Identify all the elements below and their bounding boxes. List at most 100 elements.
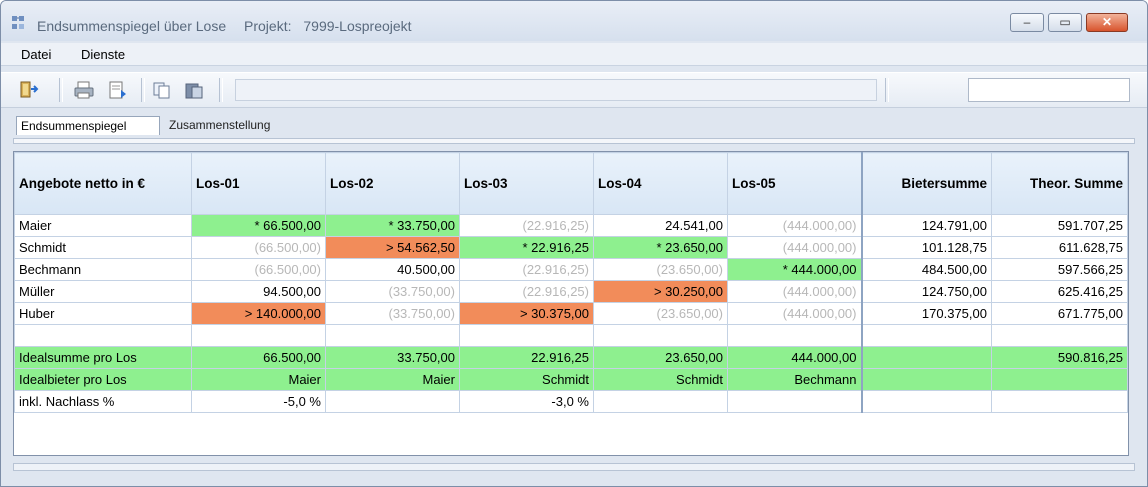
los-cell[interactable]: (444.000,00): [727, 302, 862, 325]
los-cell[interactable]: > 54.562,50: [325, 236, 460, 259]
discount-cell[interactable]: [727, 390, 862, 413]
los-cell[interactable]: (23.650,00): [593, 302, 728, 325]
table-row[interactable]: Bechmann (66.500,00) 40.500,00 (22.916,2…: [14, 258, 1128, 281]
status-bar: [13, 463, 1135, 471]
toolbar-separator: [885, 78, 889, 102]
theor-summe-cell[interactable]: 611.628,75: [991, 236, 1128, 259]
theor-summe-cell[interactable]: 625.416,25: [991, 280, 1128, 303]
empty-cell: [14, 324, 192, 347]
ideal-sum-theor[interactable]: 590.816,25: [991, 346, 1128, 369]
col-header-los-01[interactable]: Los-01: [191, 152, 326, 215]
los-cell[interactable]: (23.650,00): [593, 258, 728, 281]
bietersumme-cell[interactable]: 170.375,00: [860, 302, 992, 325]
col-header-bietersumme[interactable]: Bietersumme: [860, 152, 992, 215]
discount-label[interactable]: inkl. Nachlass %: [14, 390, 192, 413]
col-header-los-02[interactable]: Los-02: [325, 152, 460, 215]
theor-summe-cell[interactable]: 597.566,25: [991, 258, 1128, 281]
close-button[interactable]: ✕: [1086, 13, 1128, 32]
table-row[interactable]: Müller 94.500,00 (33.750,00) (22.916,25)…: [14, 280, 1128, 303]
bidder-name[interactable]: Huber: [14, 302, 192, 325]
los-cell[interactable]: > 140.000,00: [191, 302, 326, 325]
ideal-bidder-row[interactable]: Idealbieter pro Los Maier Maier Schmidt …: [14, 368, 1128, 391]
table-row[interactable]: Schmidt (66.500,00) > 54.562,50 * 22.916…: [14, 236, 1128, 259]
menu-dienste[interactable]: Dienste: [81, 47, 126, 62]
ideal-sum-cell[interactable]: 33.750,00: [325, 346, 460, 369]
theor-summe-cell[interactable]: 671.775,00: [991, 302, 1128, 325]
los-cell[interactable]: * 22.916,25: [459, 236, 594, 259]
tab-strip: Endsummenspiegel Zusammenstellung: [1, 109, 1147, 141]
bidder-name[interactable]: Schmidt: [14, 236, 192, 259]
los-cell[interactable]: * 444.000,00: [727, 258, 862, 281]
col-header-los-03[interactable]: Los-03: [459, 152, 594, 215]
los-cell[interactable]: * 33.750,00: [325, 214, 460, 237]
bietersumme-cell[interactable]: 101.128,75: [860, 236, 992, 259]
bietersumme-cell[interactable]: 124.750,00: [860, 280, 992, 303]
ideal-sum-row[interactable]: Idealsumme pro Los 66.500,00 33.750,00 2…: [14, 346, 1128, 369]
ideal-sum-cell[interactable]: 66.500,00: [191, 346, 326, 369]
copy-icon[interactable]: [151, 80, 173, 100]
los-cell[interactable]: (66.500,00): [191, 236, 326, 259]
ideal-sum-bietersumme[interactable]: [860, 346, 992, 369]
ideal-bidder-cell[interactable]: Bechmann: [727, 368, 862, 391]
los-cell[interactable]: 94.500,00: [191, 280, 326, 303]
menu-datei[interactable]: Datei: [21, 47, 52, 62]
los-cell[interactable]: (444.000,00): [727, 236, 862, 259]
los-cell[interactable]: (22.916,25): [459, 214, 594, 237]
los-cell[interactable]: > 30.250,00: [593, 280, 728, 303]
los-cell[interactable]: (22.916,25): [459, 280, 594, 303]
empty-cell: [593, 324, 728, 347]
discount-row[interactable]: inkl. Nachlass % -5,0 % -3,0 %: [14, 390, 1128, 413]
los-cell[interactable]: (33.750,00): [325, 280, 460, 303]
col-header-los-05[interactable]: Los-05: [727, 152, 862, 215]
bietersumme-cell[interactable]: 484.500,00: [860, 258, 992, 281]
bidder-name[interactable]: Maier: [14, 214, 192, 237]
print-preview-icon[interactable]: [107, 80, 129, 100]
table-row[interactable]: Maier * 66.500,00 * 33.750,00 (22.916,25…: [14, 214, 1128, 237]
tab-endsummenspiegel[interactable]: Endsummenspiegel: [16, 116, 160, 135]
toolbar-separator: [59, 78, 63, 102]
discount-cell[interactable]: [325, 390, 460, 413]
ideal-bidder-cell[interactable]: Schmidt: [459, 368, 594, 391]
bidder-name[interactable]: Bechmann: [14, 258, 192, 281]
empty-cell: [727, 324, 862, 347]
theor-summe-cell[interactable]: 591.707,25: [991, 214, 1128, 237]
table-row[interactable]: Huber > 140.000,00 (33.750,00) > 30.375,…: [14, 302, 1128, 325]
col-header-los-04[interactable]: Los-04: [593, 152, 728, 215]
ideal-bidder-cell[interactable]: Schmidt: [593, 368, 728, 391]
exit-door-icon[interactable]: [17, 80, 39, 100]
discount-cell[interactable]: -5,0 %: [191, 390, 326, 413]
los-cell[interactable]: (66.500,00): [191, 258, 326, 281]
col-header-bidder[interactable]: Angebote netto in €: [14, 152, 192, 215]
los-cell[interactable]: (444.000,00): [727, 214, 862, 237]
col-header-theor-summe[interactable]: Theor. Summe: [991, 152, 1128, 215]
ideal-bidder-cell[interactable]: Maier: [325, 368, 460, 391]
ideal-sum-label[interactable]: Idealsumme pro Los: [14, 346, 192, 369]
los-cell[interactable]: (444.000,00): [727, 280, 862, 303]
bietersumme-cell[interactable]: 124.791,00: [860, 214, 992, 237]
toolbar-search-input[interactable]: [968, 78, 1130, 102]
los-cell[interactable]: (33.750,00): [325, 302, 460, 325]
tab-zusammenstellung[interactable]: Zusammenstellung: [169, 118, 271, 132]
toolbar: [1, 72, 1147, 108]
los-cell[interactable]: * 66.500,00: [191, 214, 326, 237]
ideal-sum-cell[interactable]: 444.000,00: [727, 346, 862, 369]
paste-icon[interactable]: [183, 80, 205, 100]
discount-cell[interactable]: -3,0 %: [459, 390, 594, 413]
los-cell[interactable]: 40.500,00: [325, 258, 460, 281]
printer-icon[interactable]: [73, 80, 95, 100]
los-cell[interactable]: > 30.375,00: [459, 302, 594, 325]
ideal-sum-cell[interactable]: 23.650,00: [593, 346, 728, 369]
ideal-bidder-cell[interactable]: Maier: [191, 368, 326, 391]
window-title: Endsummenspiegel über Lose Projekt: 7999…: [37, 18, 412, 34]
los-cell[interactable]: (22.916,25): [459, 258, 594, 281]
ideal-bidder-label[interactable]: Idealbieter pro Los: [14, 368, 192, 391]
discount-cell[interactable]: [593, 390, 728, 413]
los-cell[interactable]: 24.541,00: [593, 214, 728, 237]
maximize-button[interactable]: ▭: [1048, 13, 1082, 32]
minimize-button[interactable]: –: [1010, 13, 1044, 32]
ideal-sum-cell[interactable]: 22.916,25: [459, 346, 594, 369]
bidder-name[interactable]: Müller: [14, 280, 192, 303]
comparison-grid: Angebote netto in € Los-01 Los-02 Los-03…: [13, 151, 1129, 456]
los-cell[interactable]: * 23.650,00: [593, 236, 728, 259]
